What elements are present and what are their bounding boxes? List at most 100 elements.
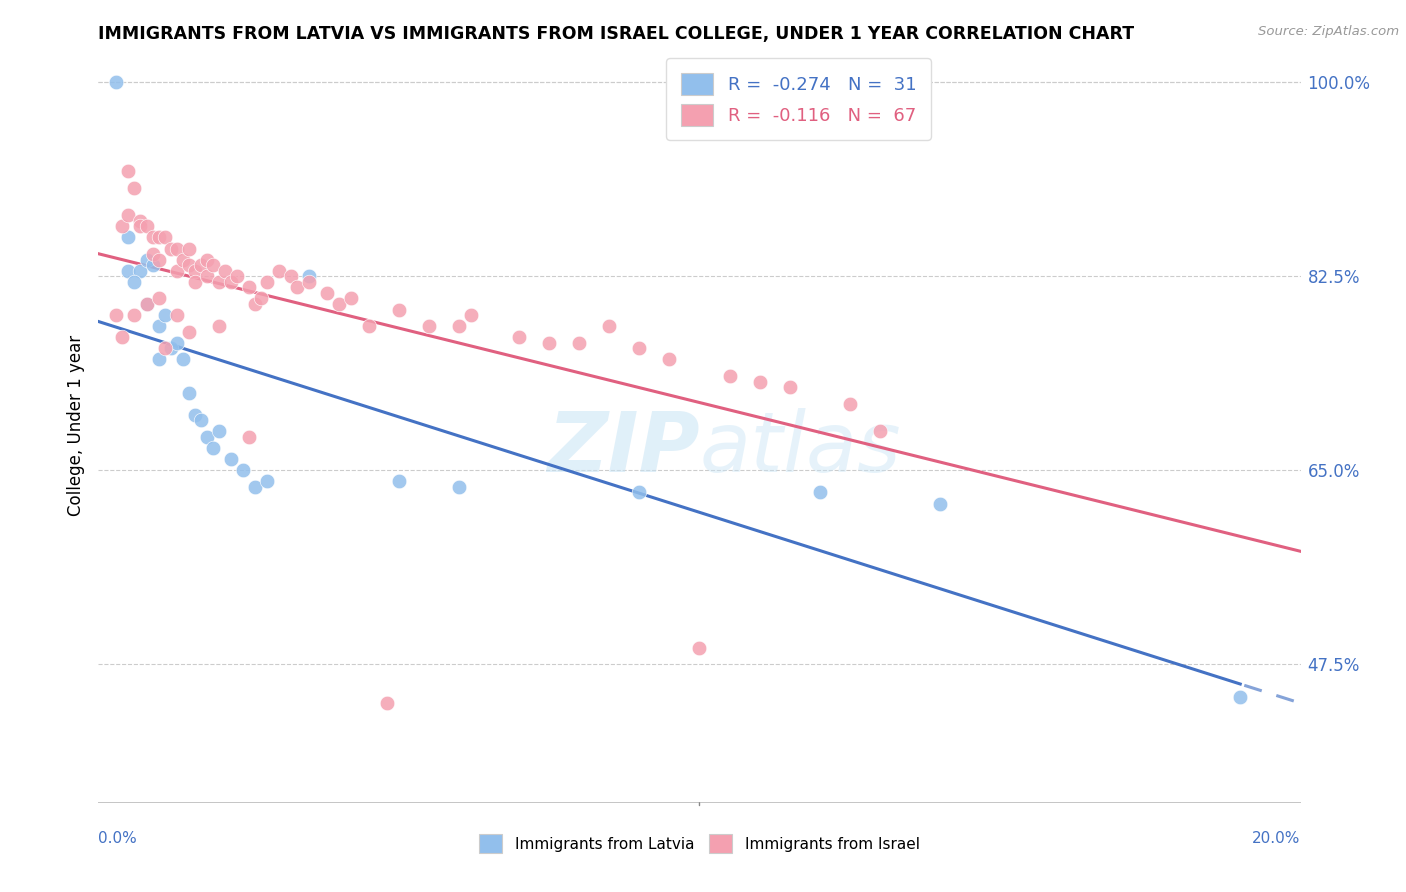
Text: 0.0%: 0.0% (98, 831, 138, 847)
Point (929, 496, 952, 510)
Point (105, 308, 128, 322)
Point (166, 308, 188, 322)
Point (285, 280, 308, 294)
Point (201, 258, 224, 272)
Point (568, 335, 591, 350)
Point (183, 275, 205, 289)
Point (135, 297, 157, 311)
Point (148, 292, 170, 306)
Point (225, 269, 247, 284)
Point (340, 292, 363, 306)
Point (298, 269, 321, 284)
Point (153, 230, 176, 244)
Point (838, 397, 860, 411)
Point (243, 297, 266, 311)
Point (280, 269, 302, 284)
Point (183, 264, 205, 278)
Point (172, 352, 194, 367)
Point (447, 319, 470, 334)
Point (141, 247, 163, 261)
Point (808, 485, 831, 500)
Point (256, 275, 278, 289)
Point (141, 258, 163, 272)
Point (238, 430, 260, 444)
Point (153, 342, 176, 356)
Point (508, 330, 530, 344)
Point (111, 219, 134, 234)
Point (190, 413, 212, 427)
Point (869, 425, 891, 439)
Text: 20.0%: 20.0% (1253, 831, 1301, 847)
Point (628, 342, 651, 356)
Point (129, 219, 152, 234)
Point (117, 230, 139, 244)
Point (183, 408, 205, 422)
Point (718, 369, 741, 384)
Point (388, 302, 411, 317)
Point (689, 640, 711, 655)
Point (418, 319, 440, 334)
Point (315, 285, 337, 300)
Text: atlas: atlas (700, 408, 901, 489)
Point (190, 258, 212, 272)
Point (124, 308, 146, 322)
Point (124, 275, 146, 289)
Point (166, 264, 188, 278)
Text: Source: ZipAtlas.com: Source: ZipAtlas.com (1258, 25, 1399, 38)
Point (598, 319, 620, 334)
Point (135, 252, 157, 267)
Y-axis label: College, Under 1 year: College, Under 1 year (66, 335, 84, 516)
Point (177, 325, 200, 339)
Point (129, 214, 152, 228)
Point (249, 292, 271, 306)
Point (117, 264, 139, 278)
Point (177, 258, 200, 272)
Point (328, 297, 350, 311)
Point (256, 475, 278, 489)
Point (201, 441, 224, 455)
Point (117, 208, 139, 222)
Point (447, 480, 470, 494)
Point (267, 264, 290, 278)
Point (214, 264, 236, 278)
Point (159, 342, 181, 356)
Point (658, 352, 681, 367)
Point (129, 264, 152, 278)
Point (148, 230, 170, 244)
Point (1229, 690, 1251, 705)
Point (117, 164, 139, 178)
Point (195, 430, 218, 444)
Point (135, 297, 157, 311)
Legend: Immigrants from Latvia, Immigrants from Israel: Immigrants from Latvia, Immigrants from … (474, 829, 925, 859)
Point (219, 452, 242, 467)
Point (208, 275, 231, 289)
Point (153, 308, 176, 322)
Point (166, 335, 188, 350)
Point (105, 75, 128, 89)
Point (124, 180, 146, 194)
Point (111, 330, 134, 344)
Text: ZIP: ZIP (547, 408, 700, 489)
Point (195, 252, 218, 267)
Point (779, 380, 801, 394)
Point (177, 242, 200, 256)
Point (219, 275, 242, 289)
Point (148, 252, 170, 267)
Point (375, 696, 398, 710)
Point (148, 352, 170, 367)
Point (135, 219, 157, 234)
Point (298, 275, 321, 289)
Point (243, 480, 266, 494)
Point (159, 242, 181, 256)
Point (238, 280, 260, 294)
Point (172, 252, 194, 267)
Text: IMMIGRANTS FROM LATVIA VS IMMIGRANTS FROM ISRAEL COLLEGE, UNDER 1 YEAR CORRELATI: IMMIGRANTS FROM LATVIA VS IMMIGRANTS FRO… (98, 25, 1135, 43)
Point (232, 463, 254, 477)
Point (208, 319, 231, 334)
Point (388, 475, 411, 489)
Point (177, 385, 200, 400)
Point (628, 485, 651, 500)
Point (460, 308, 482, 322)
Point (148, 319, 170, 334)
Point (195, 269, 218, 284)
